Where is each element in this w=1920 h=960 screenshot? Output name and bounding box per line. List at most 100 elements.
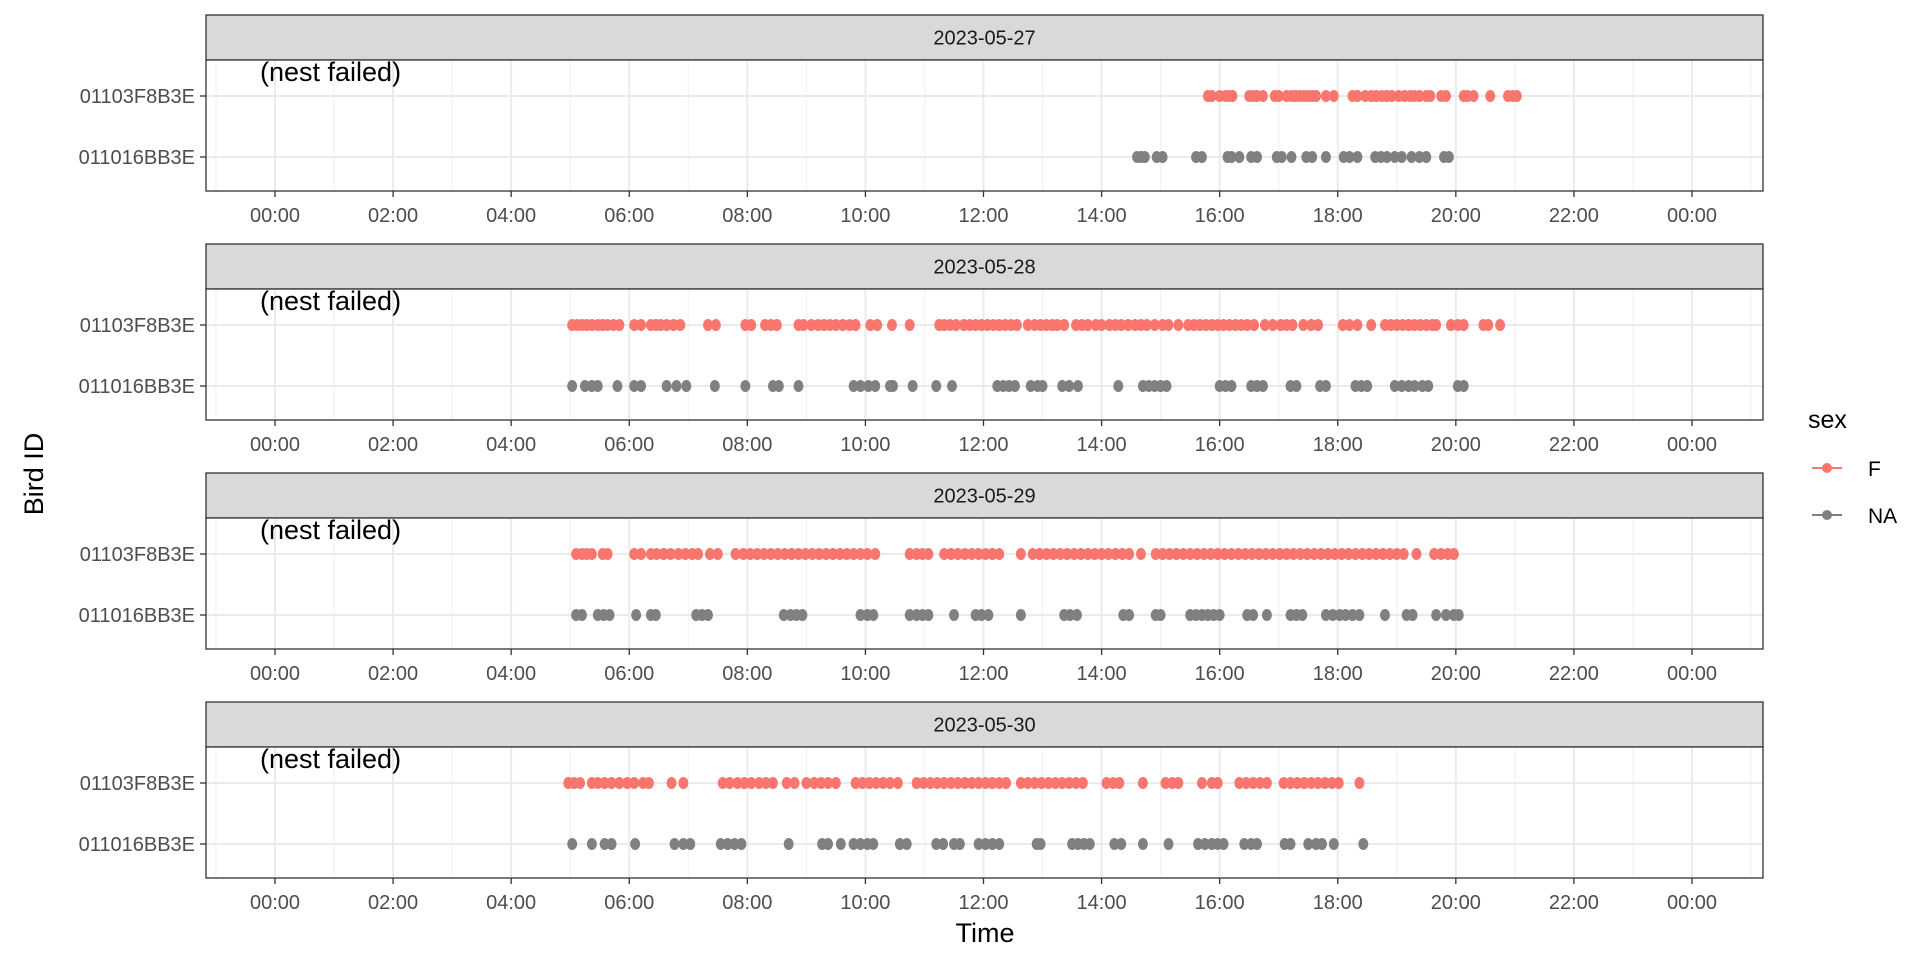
data-point xyxy=(1198,548,1209,560)
facet-panel: 2023-05-29 01103F8B3E 011016BB3E (nest fail… xyxy=(79,472,1764,685)
data-point xyxy=(973,777,984,789)
data-point xyxy=(658,548,669,560)
data-point xyxy=(894,838,905,850)
data-point xyxy=(1379,609,1390,621)
data-point xyxy=(1320,90,1331,102)
data-point xyxy=(1278,777,1289,789)
data-point xyxy=(830,777,841,789)
x-tick-label: 00:00 xyxy=(250,892,300,914)
legend-title: sex xyxy=(1808,406,1847,434)
data-point xyxy=(1336,548,1347,560)
data-point xyxy=(1343,548,1354,560)
data-point xyxy=(693,548,704,560)
data-point xyxy=(636,380,647,392)
data-point xyxy=(830,319,841,331)
data-point xyxy=(1327,609,1338,621)
facet-strip-label: 2023-05-29 xyxy=(933,486,1035,508)
panel-border xyxy=(205,746,1764,879)
data-point xyxy=(1443,151,1454,163)
data-point xyxy=(1288,548,1299,560)
facet-strip-label: 2023-05-28 xyxy=(933,257,1035,279)
data-point xyxy=(1064,777,1075,789)
data-point xyxy=(629,380,640,392)
y-tick-label: 01103F8B3E xyxy=(80,86,195,108)
data-point xyxy=(1069,548,1080,560)
data-point xyxy=(668,319,679,331)
data-point xyxy=(1239,838,1250,850)
data-point xyxy=(1199,838,1210,850)
x-tick-label: 22:00 xyxy=(1549,434,1599,456)
data-point xyxy=(1161,380,1172,392)
data-point xyxy=(1110,548,1121,560)
data-point xyxy=(612,380,623,392)
data-point xyxy=(886,319,897,331)
x-tick-label: 14:00 xyxy=(1077,663,1127,685)
facet-strip xyxy=(205,472,1764,519)
data-point xyxy=(629,319,640,331)
data-point xyxy=(779,548,790,560)
data-point xyxy=(1124,609,1135,621)
data-point xyxy=(857,777,868,789)
data-point xyxy=(1139,151,1150,163)
data-point xyxy=(1034,548,1045,560)
data-point xyxy=(680,548,691,560)
data-point xyxy=(1320,380,1331,392)
data-point xyxy=(1214,609,1225,621)
data-point xyxy=(948,609,959,621)
x-tick-label: 08:00 xyxy=(722,205,772,227)
data-point xyxy=(778,609,789,621)
legend-key-point xyxy=(1822,463,1832,473)
x-tick-label: 10:00 xyxy=(840,663,890,685)
data-point xyxy=(1206,90,1217,102)
data-point xyxy=(837,319,848,331)
data-point xyxy=(1137,777,1148,789)
data-point xyxy=(850,319,861,331)
x-tick-label: 16:00 xyxy=(1195,434,1245,456)
data-point xyxy=(1036,777,1047,789)
x-tick-label: 00:00 xyxy=(1667,663,1717,685)
x-tick-label: 12:00 xyxy=(958,892,1008,914)
data-point xyxy=(1135,548,1146,560)
data-point xyxy=(1309,548,1320,560)
x-tick-label: 20:00 xyxy=(1431,434,1481,456)
data-point xyxy=(577,609,588,621)
data-point xyxy=(1070,777,1081,789)
data-point xyxy=(599,838,610,850)
x-tick-label: 04:00 xyxy=(486,663,536,685)
data-point xyxy=(739,777,750,789)
data-point xyxy=(781,777,792,789)
data-point xyxy=(1247,548,1258,560)
data-point xyxy=(1025,380,1036,392)
data-point xyxy=(1155,609,1166,621)
x-tick-label: 00:00 xyxy=(1667,892,1717,914)
x-tick-label: 16:00 xyxy=(1195,892,1245,914)
data-point xyxy=(1212,777,1223,789)
data-point xyxy=(1011,319,1022,331)
y-tick-label: 011016BB3E xyxy=(79,834,195,856)
data-point xyxy=(980,777,991,789)
data-point xyxy=(1185,548,1196,560)
x-tick-label: 08:00 xyxy=(722,434,772,456)
data-point xyxy=(966,548,977,560)
data-point xyxy=(1495,319,1506,331)
data-point xyxy=(669,838,680,850)
data-point xyxy=(1173,777,1184,789)
data-point xyxy=(736,838,747,850)
y-tick-label: 011016BB3E xyxy=(79,376,195,398)
data-point xyxy=(1212,548,1223,560)
data-point xyxy=(1173,319,1184,331)
data-point xyxy=(797,609,808,621)
x-tick-label: 18:00 xyxy=(1313,892,1363,914)
data-point xyxy=(952,548,963,560)
data-point xyxy=(1096,319,1107,331)
x-tick-label: 18:00 xyxy=(1313,663,1363,685)
data-point xyxy=(1113,380,1124,392)
data-point xyxy=(1082,319,1093,331)
data-point xyxy=(1260,548,1271,560)
data-point xyxy=(1350,548,1361,560)
data-point xyxy=(1328,838,1339,850)
data-point xyxy=(1226,380,1237,392)
data-point xyxy=(809,777,820,789)
data-point xyxy=(746,777,757,789)
data-point xyxy=(678,838,689,850)
